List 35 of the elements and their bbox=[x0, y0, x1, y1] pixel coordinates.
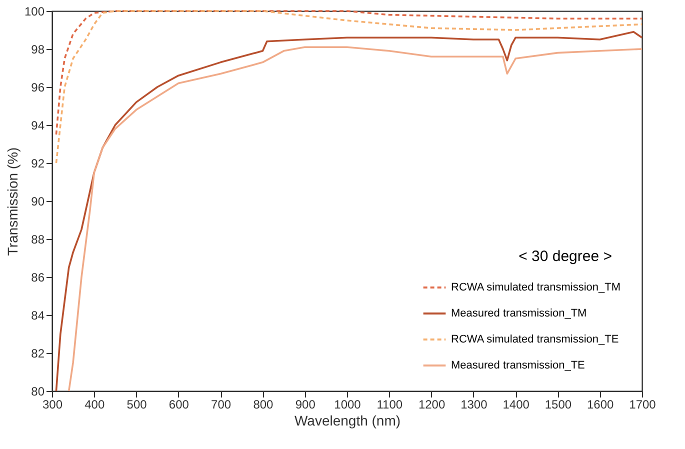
y-tick-label: 98 bbox=[31, 42, 45, 56]
x-tick-label: 300 bbox=[42, 398, 63, 412]
x-tick-label: 1600 bbox=[587, 398, 614, 412]
line-series bbox=[55, 10, 643, 164]
x-tick-label: 1000 bbox=[334, 398, 362, 412]
y-tick-label: 90 bbox=[31, 194, 45, 208]
y-axis-title: Transmission (%) bbox=[4, 147, 20, 256]
y-tick-label: 94 bbox=[31, 118, 45, 132]
y-tick-label: 100 bbox=[24, 4, 45, 18]
y-tick-label: 84 bbox=[31, 308, 45, 322]
x-tick-label: 600 bbox=[168, 398, 190, 412]
x-tick-label: 500 bbox=[126, 398, 148, 412]
legend-label: Measured transmission_TE bbox=[451, 360, 585, 372]
y-tick-label: 86 bbox=[31, 270, 45, 284]
x-tick-label: 1400 bbox=[502, 398, 530, 412]
x-tick-label: 800 bbox=[253, 398, 274, 412]
annotation: < 30 degree > bbox=[518, 248, 612, 265]
legend-label: Measured transmission_TM bbox=[451, 308, 587, 320]
x-tick-label: 1700 bbox=[629, 398, 656, 412]
x-axis-title: Wavelength (nm) bbox=[294, 412, 401, 428]
x-tick-label: 900 bbox=[295, 398, 316, 412]
x-tick-label: 1100 bbox=[376, 398, 403, 412]
y-tick-label: 80 bbox=[31, 384, 45, 398]
legend-label: RCWA simulated transmission_TM bbox=[451, 282, 621, 294]
y-tick-label: 92 bbox=[31, 156, 45, 170]
line-series bbox=[55, 10, 643, 136]
x-tick-label: 1200 bbox=[418, 398, 446, 412]
x-tick-label: 400 bbox=[84, 398, 105, 412]
x-tick-label: 1300 bbox=[460, 398, 488, 412]
y-tick-label: 96 bbox=[31, 80, 45, 94]
y-tick-label: 82 bbox=[31, 346, 45, 360]
y-tick-label: 88 bbox=[31, 232, 45, 246]
x-tick-label: 700 bbox=[211, 398, 232, 412]
legend-label: RCWA simulated transmission_TE bbox=[451, 334, 619, 346]
x-tick-label: 1500 bbox=[544, 398, 572, 412]
